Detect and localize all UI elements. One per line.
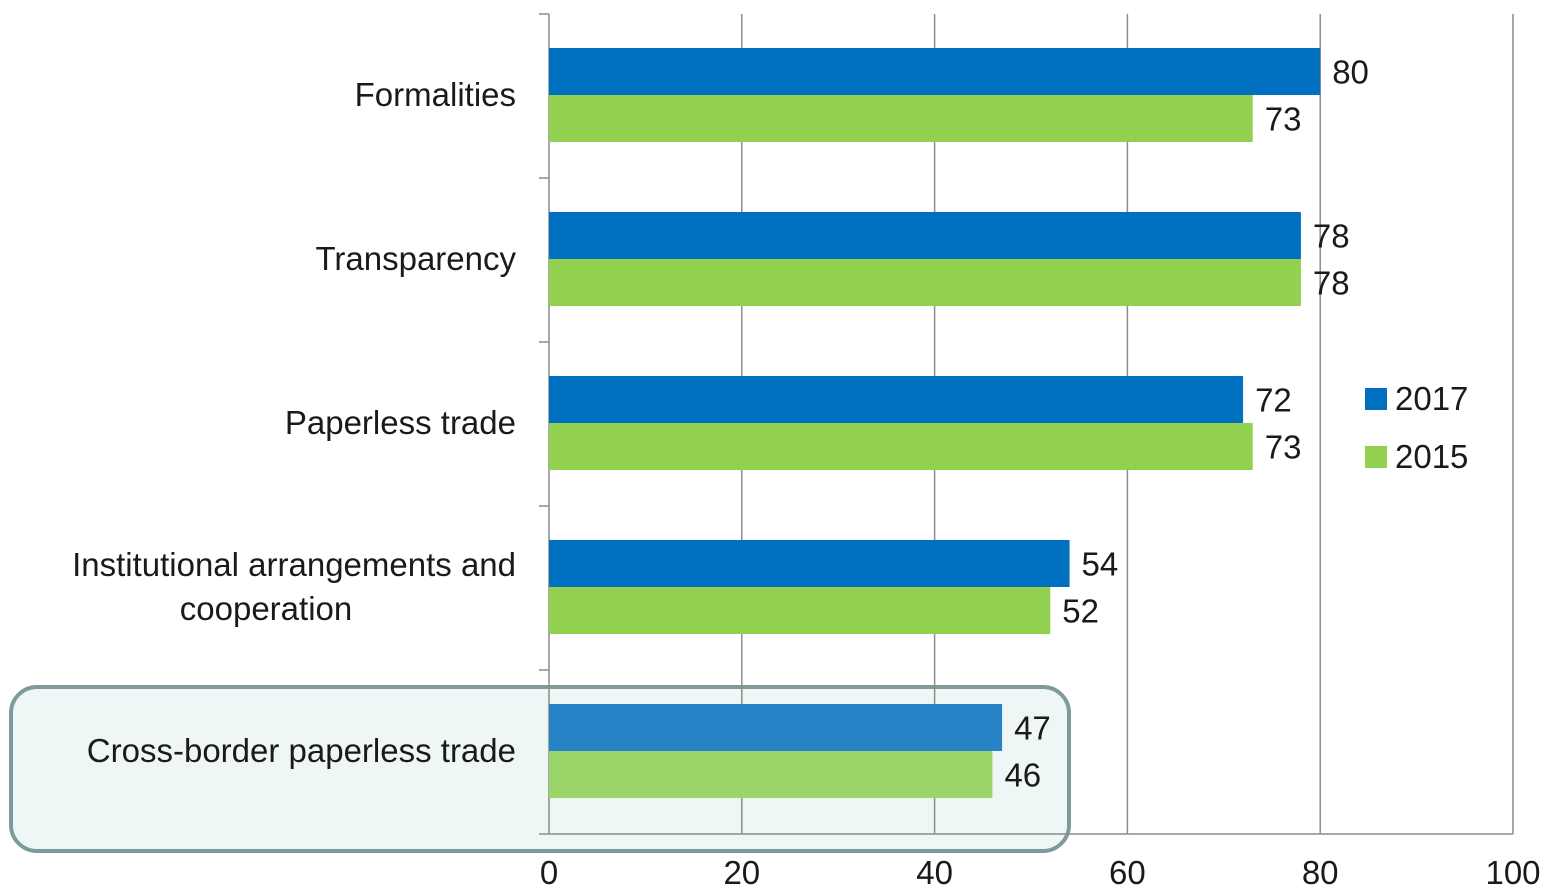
bar-2015-0 [549,95,1253,142]
legend-label: 2017 [1395,380,1468,417]
data-label: 52 [1062,593,1099,630]
bar-2015-3 [549,587,1051,634]
legend-label: 2015 [1395,438,1468,475]
bar-2017-1 [549,212,1301,259]
data-label: 80 [1332,54,1369,91]
category-label: cooperation [180,590,352,627]
legend-swatch [1365,446,1387,468]
data-label: 54 [1082,546,1119,583]
data-labels: 80 73 78 78 72 73 54 52 47 46 [1004,54,1368,794]
x-tick-label: 40 [916,854,953,891]
category-labels: Formalities Transparency Paperless trade In… [72,76,516,769]
category-label: Transparency [315,240,516,277]
category-label: Paperless trade [285,404,516,441]
category-label: Cross-border paperless trade [87,732,516,769]
data-label: 46 [1004,757,1041,794]
data-label: 78 [1313,265,1350,302]
x-tick-label: 20 [723,854,760,891]
x-tick-label: 0 [540,854,558,891]
legend: 2017 2015 [1365,380,1468,475]
data-label: 78 [1313,218,1350,255]
x-tick-label: 60 [1109,854,1146,891]
bar-2017-2 [549,376,1244,423]
bar-2015-1 [549,259,1301,306]
legend-swatch [1365,388,1387,410]
data-label: 73 [1265,101,1302,138]
x-tick-labels: 0 20 40 60 80 100 [540,854,1541,891]
category-label: Formalities [355,76,516,113]
bar-2015-2 [549,423,1253,470]
x-tick-label: 80 [1302,854,1339,891]
data-label: 73 [1265,429,1302,466]
bar-2017-0 [549,48,1321,95]
bar-2017-3 [549,540,1070,587]
data-label: 47 [1014,710,1051,747]
category-label: Institutional arrangements and [72,546,516,583]
x-tick-label: 100 [1485,854,1540,891]
bar-2017-4 [549,704,1003,751]
bar-2015-4 [549,751,993,798]
data-label: 72 [1255,382,1292,419]
bars [549,48,1321,798]
